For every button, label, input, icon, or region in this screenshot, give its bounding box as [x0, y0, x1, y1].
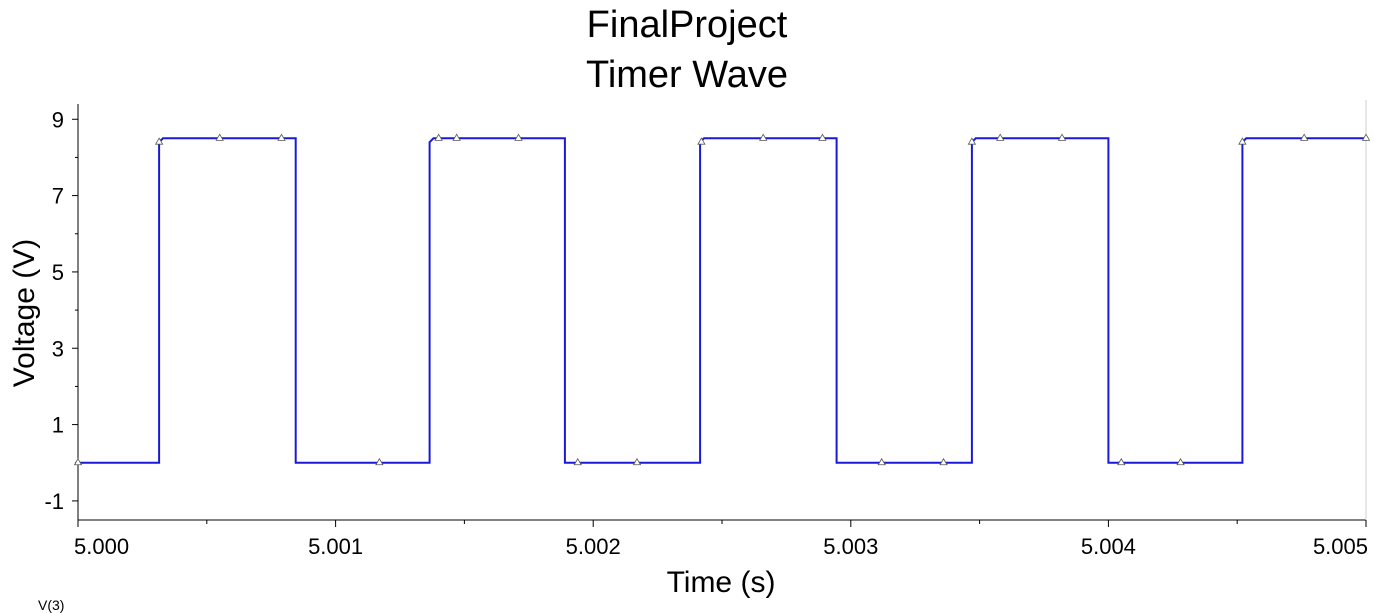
data-marker [215, 133, 224, 141]
x-tick-label: 5.003 [823, 534, 878, 559]
data-marker [996, 133, 1005, 141]
data-marker [877, 457, 886, 466]
data-marker [452, 133, 461, 141]
y-axis-label: Voltage (V) [8, 239, 41, 387]
data-marker [1238, 137, 1247, 145]
data-marker [434, 133, 443, 141]
axes [77, 100, 1367, 521]
ticks: -1 1 3 5 7 9 5.000 5.001 5.002 5.003 5.004 5.005 [44, 107, 1368, 559]
x-tick-label: 5.002 [566, 534, 621, 559]
markers-group [73, 133, 1371, 466]
data-marker [759, 133, 768, 141]
data-marker [818, 133, 827, 141]
series-line [78, 137, 1366, 464]
data-marker [632, 457, 642, 466]
y-tick-label: 5 [52, 260, 64, 285]
x-tick-label: 5.004 [1081, 534, 1136, 559]
data-marker [1361, 133, 1371, 141]
data-marker [154, 137, 164, 145]
data-marker [939, 457, 948, 466]
x-axis-label: Time (s) [667, 566, 776, 599]
data-marker [967, 137, 977, 145]
y-tick-label: 7 [52, 184, 64, 209]
x-tick-label: 5.000 [74, 534, 129, 559]
data-marker [1057, 133, 1067, 141]
y-tick-label: -1 [44, 489, 64, 514]
y-tick-label: 1 [52, 413, 64, 438]
series-group [78, 137, 1366, 464]
y-tick-label: 9 [52, 107, 64, 132]
data-marker [73, 457, 83, 466]
data-marker [277, 133, 286, 141]
y-tick-label: 3 [52, 336, 64, 361]
data-marker [1176, 457, 1185, 466]
data-marker [1117, 457, 1126, 466]
data-marker [1299, 133, 1309, 141]
chart-title-line-2: Timer Wave [586, 54, 788, 96]
x-tick-label: 5.001 [308, 534, 363, 559]
chart-title-line-1: FinalProject [586, 4, 788, 46]
data-marker [375, 457, 384, 466]
data-marker [514, 133, 523, 141]
footer-stub: V(3) [38, 597, 65, 613]
data-marker [697, 137, 706, 145]
x-tick-label: 5.005 [1313, 534, 1368, 559]
data-marker [573, 457, 582, 466]
